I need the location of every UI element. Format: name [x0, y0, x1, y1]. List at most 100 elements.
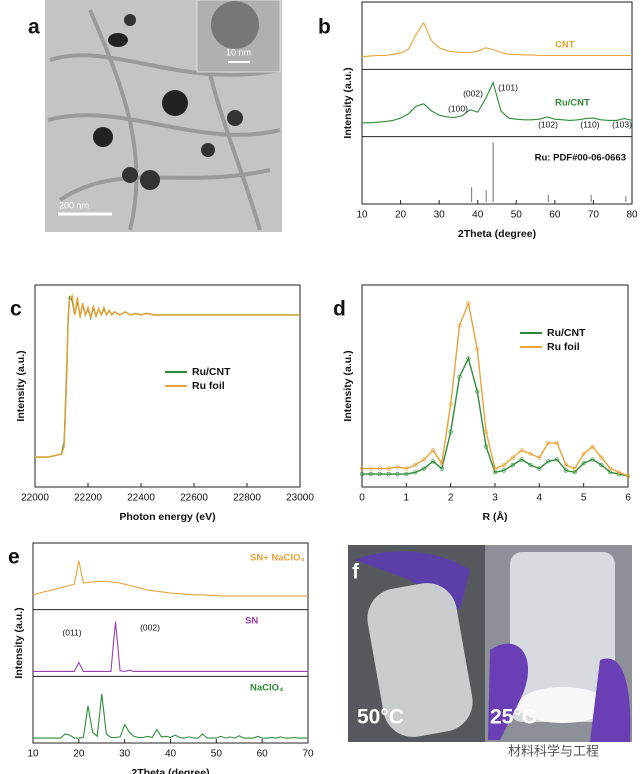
x-tick-label: 3 — [492, 493, 498, 504]
x-tick-label: 6 — [625, 493, 631, 504]
data-point — [439, 466, 444, 471]
data-point — [484, 429, 489, 435]
plot-frame — [361, 284, 629, 488]
data-point — [537, 466, 542, 471]
data-point — [519, 448, 524, 453]
data-point — [421, 457, 427, 462]
data-point — [519, 457, 524, 462]
panel-label: c — [10, 298, 22, 321]
x-tick-label: 20 — [395, 210, 407, 221]
photo — [348, 545, 632, 742]
data-point — [617, 470, 622, 475]
peak-annotation: (101) — [498, 82, 518, 92]
peak-annotation: (002) — [463, 88, 483, 98]
data-point — [510, 462, 515, 468]
data-point — [413, 470, 418, 475]
data-point — [599, 455, 604, 460]
x-axis-label: 2Theta (degree) — [131, 767, 209, 774]
legend-label: Ru/CNT — [192, 366, 231, 378]
data-point — [492, 466, 498, 471]
data-line — [33, 694, 308, 739]
peak-annotation: (011) — [62, 627, 81, 637]
x-tick-label: 30 — [434, 210, 446, 221]
data-point — [421, 466, 427, 471]
data-point — [377, 472, 382, 477]
data-line — [361, 21, 632, 58]
data-point — [386, 472, 391, 477]
peak-annotation: (110) — [580, 119, 599, 129]
data-point — [510, 455, 515, 460]
data-point — [501, 462, 506, 468]
x-tick-label: 20 — [73, 749, 85, 760]
data-point — [501, 468, 506, 473]
panel-label: e — [8, 546, 20, 569]
scale-bar-label: 200 nm — [59, 200, 89, 210]
peak-annotation: (100) — [448, 103, 468, 113]
data-point — [439, 461, 444, 466]
plot-frame — [32, 542, 309, 744]
data-point — [475, 347, 480, 352]
scale-bar-label: 10 nm — [226, 47, 251, 57]
peak-annotation: (103) — [612, 119, 632, 129]
data-point — [359, 472, 365, 477]
x-axis-label: 2Theta (degree) — [458, 228, 536, 240]
y-axis-label: Intensity (a.u.) — [15, 350, 27, 421]
data-point — [590, 444, 595, 449]
panel-label: f — [352, 561, 360, 584]
data-point — [448, 429, 453, 435]
panel-label: a — [28, 16, 40, 39]
x-tick-label: 5 — [581, 493, 587, 504]
data-point — [395, 464, 400, 469]
data-point — [413, 462, 418, 468]
data-point — [368, 472, 373, 477]
x-tick-label: 70 — [588, 210, 600, 221]
x-tick-label: 40 — [472, 210, 484, 221]
x-tick-label: 50 — [211, 749, 223, 760]
data-point — [608, 466, 613, 471]
peak-annotation: (002) — [140, 622, 160, 632]
series-label: SN — [245, 616, 258, 627]
series-label: Ru/CNT — [555, 98, 590, 109]
data-point — [554, 457, 560, 462]
data-point — [448, 402, 453, 407]
data-point — [466, 356, 471, 361]
x-tick-label: 2 — [448, 493, 454, 504]
photo-caption: 50°C — [357, 706, 404, 729]
x-tick-label: 23000 — [286, 493, 314, 504]
data-point — [581, 451, 586, 457]
data-point — [554, 440, 560, 446]
x-tick-label: 60 — [549, 210, 561, 221]
x-tick-label: 60 — [257, 749, 269, 760]
watermark: 材料科学与工程 — [508, 743, 599, 758]
x-tick-label: 22400 — [127, 493, 155, 504]
data-point — [484, 444, 489, 449]
data-line — [33, 621, 308, 672]
data-point — [404, 472, 409, 477]
data-point — [528, 462, 533, 468]
data-point — [581, 461, 586, 466]
data-point — [563, 462, 569, 468]
data-point — [572, 466, 577, 471]
legend-label: Ru foil — [547, 341, 580, 353]
data-point — [528, 451, 533, 457]
data-point — [430, 448, 436, 453]
data-point — [563, 468, 569, 473]
x-tick-label: 10 — [27, 749, 39, 760]
x-tick-label: 40 — [165, 749, 177, 760]
data-point — [546, 459, 551, 464]
data-point — [466, 301, 471, 306]
series-label: SN+ NaClO₄ — [250, 553, 305, 564]
x-tick-label: 10 — [356, 210, 368, 221]
plot-frame — [361, 1, 633, 205]
legend-label: Ru/CNT — [547, 327, 586, 339]
x-tick-label: 0 — [359, 493, 365, 504]
data-point — [457, 323, 462, 328]
data-point — [395, 472, 400, 477]
x-axis-label: R (Å) — [482, 510, 507, 523]
data-point — [457, 374, 462, 379]
data-point — [386, 466, 391, 471]
data-line — [35, 295, 300, 458]
tem-image: 200 nm 10 nm — [45, 0, 282, 232]
photo-caption: 25°C — [490, 706, 537, 729]
